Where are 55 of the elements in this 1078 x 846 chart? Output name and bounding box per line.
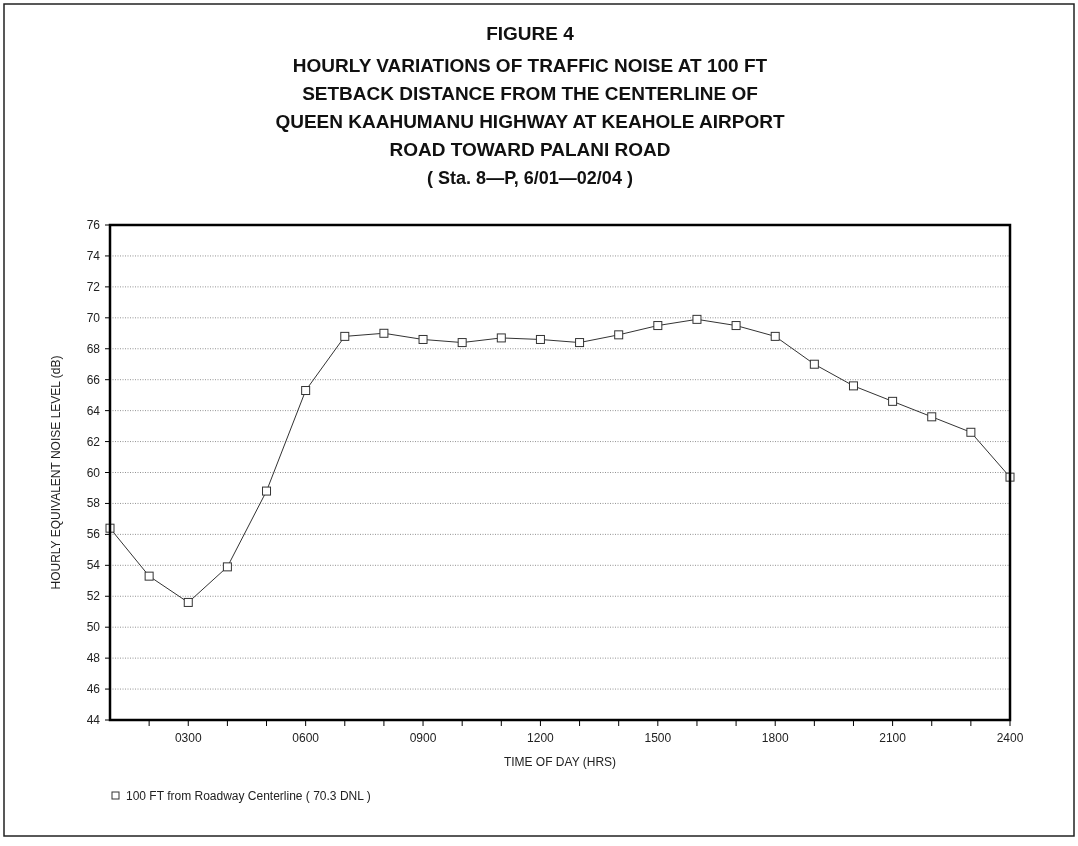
point [888,396,898,406]
y-tick-label: 50 [86,620,101,635]
point [379,328,389,338]
y-tick-label: 62 [86,434,101,449]
y-tick-label: 66 [86,372,101,387]
point [692,314,702,324]
y-tick-label: 56 [86,527,101,542]
point [418,334,428,344]
x-tick-label: 1500 [644,731,672,745]
point [105,523,115,533]
y-tick-label: 52 [86,589,101,604]
x-tick-label: 0300 [174,731,202,745]
y-tick-label: 44 [86,713,101,727]
point [262,486,272,496]
point [457,338,467,348]
point [575,338,585,348]
y-tick-label: 54 [86,558,101,573]
point [1005,472,1015,482]
text: ( Sta. 8—P, 6/01—02/04 ) [427,168,633,188]
point [927,412,937,422]
point [809,359,819,369]
legend-label: 100 FT from Roadway Centerline ( 70.3 DNL ) [126,789,371,803]
x-tick-label: 1800 [761,731,789,745]
y-tick-label: 72 [86,279,101,294]
y-tick-label: 46 [86,682,101,697]
chart-title: FIGURE 4 [486,23,575,44]
point [496,333,506,343]
point [340,331,350,341]
y-tick-label: 64 [86,403,101,418]
y-tick-label: 60 [86,465,101,480]
x-tick-label: 0900 [409,731,437,745]
point [731,321,741,331]
y-tick-label: 76 [86,218,101,232]
y-axis-title: HOURLY EQUIVALENT NOISE LEVEL (dB) [49,355,63,590]
point [183,597,193,607]
point [653,321,663,331]
y-tick-label: 48 [86,651,101,666]
point [966,427,976,437]
y-tick-label: 74 [86,248,101,263]
y-tick-label: 58 [86,496,101,511]
point [614,330,624,340]
point [535,334,545,344]
y-tick-label: 70 [86,310,101,325]
x-tick-label: 0600 [292,731,320,745]
point [770,331,780,341]
point [848,381,858,391]
chart-subtitle: HOURLY VARIATIONS OF TRAFFIC NOISE AT 100 FT SETBACK DISTANCE FROM THE CENTERLINE OF QUEEN KAAHUMANU HIGHWAY AT KEAHOLE AIRPORT ROAD TOWARD PALANI ROAD [275,55,785,160]
x-tick-label: 1200 [527,731,555,745]
x-tick-label: 2400 [996,731,1024,745]
point [222,562,232,572]
x-axis-title: TIME OF DAY (HRS) [503,755,617,769]
x-tick-label: 2100 [879,731,907,745]
point [301,386,311,396]
y-tick-label: 68 [86,341,101,356]
point [144,571,154,581]
